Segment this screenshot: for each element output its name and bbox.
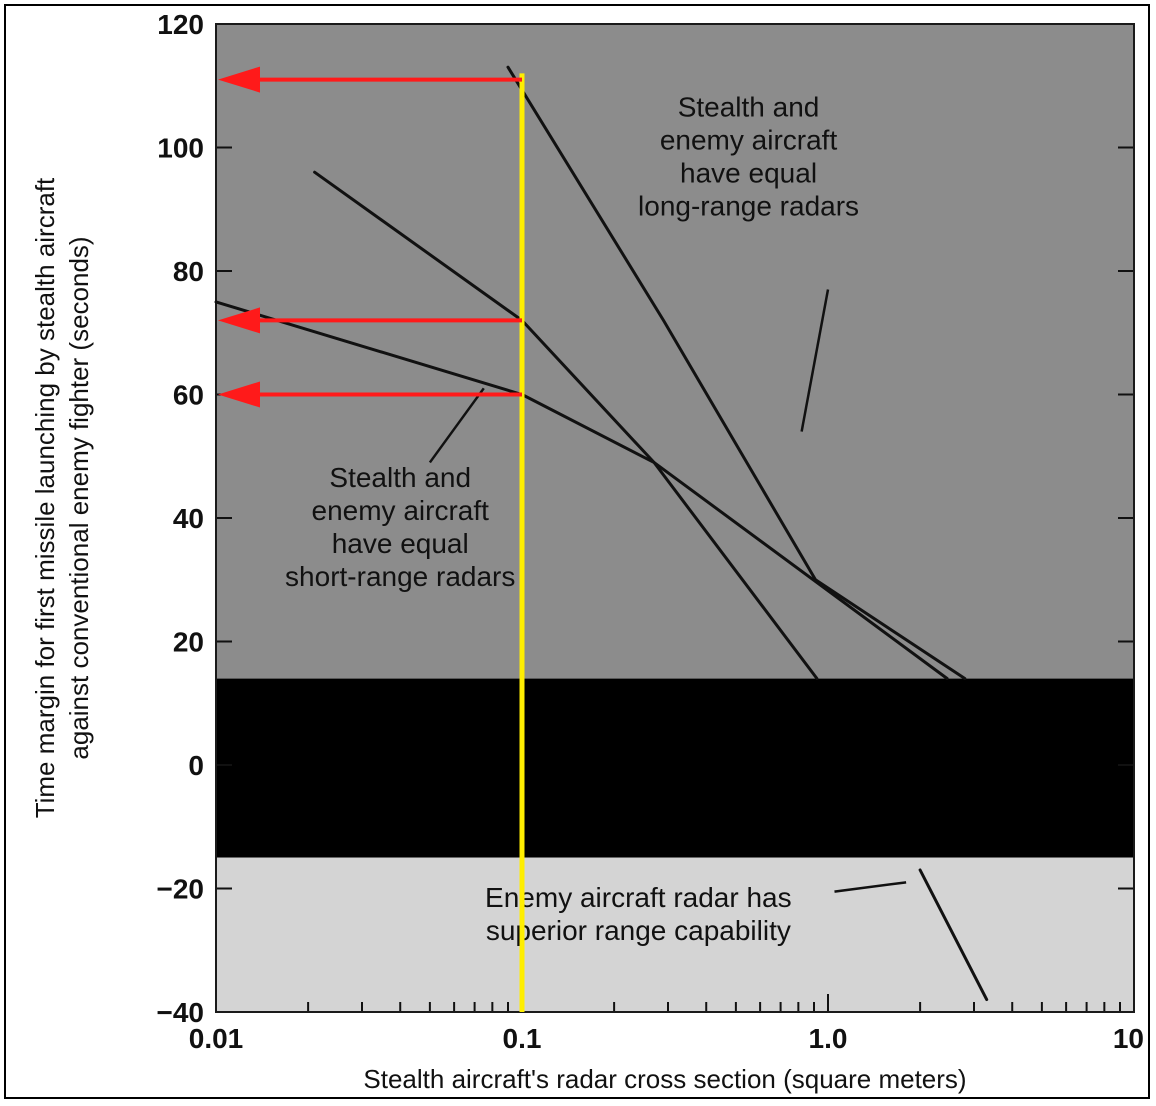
annotation-leaders	[428, 289, 907, 893]
annotation-2: Stealth and enemy aircraft have equal short…	[285, 462, 515, 592]
axis-ticks	[215, 23, 1134, 1013]
annotation-leader-3	[834, 881, 907, 893]
y-tick-label: −40	[157, 997, 205, 1028]
arrows	[218, 66, 522, 408]
band-2	[216, 24, 1134, 679]
y-tick-label: 60	[173, 380, 204, 411]
annotation-1: Stealth and enemy aircraft have equal long-…	[638, 92, 859, 222]
annotation-line: have equal	[680, 158, 817, 189]
y-tick-label: 0	[188, 750, 204, 781]
x-tick-label: 10	[1113, 1023, 1144, 1054]
x-axis-label: Stealth aircraft's radar cross section (…	[363, 1064, 966, 1094]
y-tick-label: −20	[157, 874, 205, 905]
x-tick-label: 0.01	[189, 1023, 244, 1054]
annotation-line: have equal	[332, 528, 469, 559]
series-line-3	[214, 300, 949, 680]
annotation-leader-1	[800, 289, 830, 432]
series-lines	[214, 65, 989, 1002]
y-tick-label: 20	[173, 627, 204, 658]
y-tick-label: 120	[157, 9, 204, 40]
y-axis-label-line: Time margin for first missile launching …	[30, 177, 60, 818]
annotation-line: long-range radars	[638, 191, 859, 222]
arrow-3	[218, 381, 522, 408]
arrow-2	[218, 307, 522, 334]
background-bands	[216, 24, 1134, 1012]
series-line-4	[918, 868, 989, 1002]
figure-frame: Stealth and enemy aircraft have equal long-…	[4, 4, 1150, 1099]
annotation-line: enemy aircraft	[312, 495, 490, 526]
annotation-3: Enemy aircraft radar has superior range c…	[485, 882, 792, 946]
annotation-line: Stealth and	[329, 462, 471, 493]
annotation-leader-2	[428, 387, 485, 464]
arrow-head	[218, 307, 260, 334]
plot-area-border	[215, 23, 1135, 1013]
chart: Stealth and enemy aircraft have equal long-…	[30, 9, 1145, 1094]
y-axis-label-line: against conventional enemy fighter (seco…	[64, 236, 94, 759]
arrow-1	[218, 66, 522, 93]
x-tick-label: 1.0	[809, 1023, 848, 1054]
annotation-line: Enemy aircraft radar has	[485, 882, 792, 913]
y-axis-label: Time margin for first missile launching …	[30, 177, 94, 818]
series-line-2	[313, 170, 819, 680]
annotation-line: enemy aircraft	[660, 125, 838, 156]
series-line-1	[506, 65, 967, 680]
y-tick-label: 40	[173, 503, 204, 534]
annotation-line: Stealth and	[678, 92, 820, 123]
y-tick-label: 80	[173, 256, 204, 287]
tick-labels: −40 −20 0 20 40 60 80 100 120 0.01 0.1 1.0 10	[157, 9, 1145, 1054]
arrow-head	[218, 381, 260, 408]
y-tick-label: 100	[157, 133, 204, 164]
annotation-line: short-range radars	[285, 561, 515, 592]
arrow-head	[218, 66, 260, 93]
band-0	[216, 678, 1134, 858]
annotation-line: superior range capability	[486, 915, 791, 946]
annotations: Stealth and enemy aircraft have equal long-…	[285, 92, 859, 946]
x-tick-label: 0.1	[503, 1023, 542, 1054]
